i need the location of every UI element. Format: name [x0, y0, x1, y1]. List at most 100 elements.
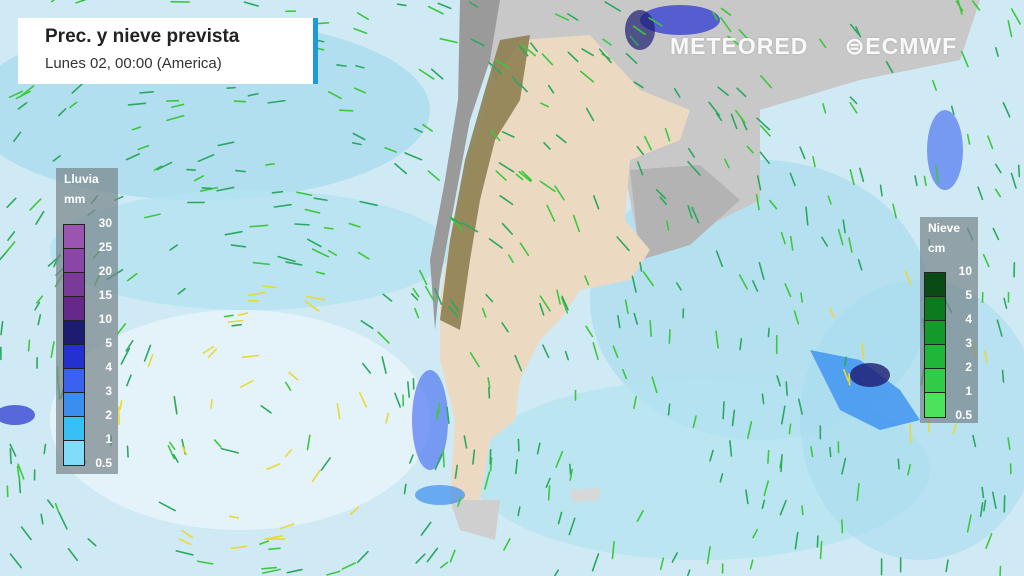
- wind-arrow: [759, 124, 771, 137]
- wind-arrow: [935, 165, 940, 184]
- wind-arrow: [173, 396, 178, 415]
- wind-arrow: [536, 442, 541, 455]
- wind-arrow: [20, 526, 32, 541]
- wind-arrow: [564, 350, 569, 361]
- wind-arrow: [923, 175, 927, 187]
- wind-arrow: [517, 506, 521, 517]
- wind-arrow: [987, 135, 994, 150]
- wind-arrow: [87, 538, 97, 547]
- wind-arrow: [327, 249, 338, 256]
- wind-arrow: [542, 344, 550, 359]
- wind-arrow: [241, 354, 259, 359]
- wind-arrow: [481, 307, 487, 318]
- wind-arrow: [555, 134, 567, 144]
- wind-arrow: [501, 222, 513, 235]
- wind-arrow: [306, 295, 326, 301]
- wind-arrow: [519, 242, 530, 257]
- wind-arrow: [119, 400, 123, 411]
- wind-arrow: [404, 152, 423, 161]
- wind-arrow: [450, 217, 462, 225]
- wind-arrow: [977, 186, 984, 201]
- wind-arrow: [356, 550, 369, 564]
- wind-arrow: [664, 127, 671, 142]
- wind-arrow: [353, 87, 367, 94]
- wind-arrow: [547, 84, 555, 94]
- wind-arrow: [377, 331, 390, 344]
- wind-arrow: [419, 269, 428, 286]
- wind-arrow: [19, 85, 35, 98]
- wind-arrow: [0, 320, 4, 336]
- wind-arrow: [991, 491, 997, 510]
- wind-arrow: [125, 153, 140, 161]
- wind-arrow: [985, 533, 993, 550]
- wind-arrow: [957, 0, 963, 15]
- wind-arrow: [636, 510, 644, 523]
- wind-arrow: [457, 496, 462, 507]
- wind-arrow: [730, 113, 738, 130]
- wind-arrow: [409, 454, 414, 464]
- wind-arrow: [631, 275, 637, 293]
- wind-arrow: [514, 354, 523, 372]
- wind-arrow: [227, 319, 244, 323]
- wind-arrow: [659, 557, 665, 571]
- rain-swatch: [64, 273, 84, 297]
- wind-arrow: [508, 254, 514, 264]
- wind-arrow: [540, 102, 550, 108]
- wind-arrow: [166, 114, 185, 122]
- rain-level-label: 15: [98, 288, 112, 302]
- wind-arrow: [231, 323, 243, 327]
- wind-arrow: [567, 51, 579, 63]
- wind-arrow: [709, 449, 714, 462]
- wind-arrow: [805, 206, 809, 226]
- wind-arrow: [687, 147, 696, 158]
- rain-legend-unit: mm: [64, 192, 86, 206]
- wind-arrow: [761, 499, 766, 510]
- wind-arrow: [284, 381, 292, 391]
- wind-arrow: [434, 453, 443, 471]
- wind-arrow: [470, 38, 485, 47]
- wind-arrow: [116, 323, 127, 335]
- wind-arrow: [642, 271, 654, 287]
- wind-arrow: [156, 161, 173, 171]
- wind-arrow: [359, 200, 378, 207]
- wind-arrow: [178, 538, 192, 546]
- wind-arrow: [1007, 437, 1011, 451]
- wind-arrow: [498, 162, 515, 173]
- wind-arrow: [625, 52, 638, 65]
- wind-arrow: [394, 392, 402, 408]
- wind-arrow: [454, 464, 458, 479]
- wind-arrow: [207, 348, 218, 359]
- wind-arrow: [67, 547, 79, 562]
- wind-arrow: [420, 521, 432, 536]
- wind-arrow: [306, 434, 311, 451]
- wind-arrow: [261, 568, 281, 574]
- rain-swatch: [64, 225, 84, 249]
- wind-arrow: [568, 517, 576, 536]
- wind-arrow: [360, 319, 374, 330]
- wind-arrow: [539, 302, 545, 316]
- wind-arrow: [279, 523, 295, 530]
- wind-arrow: [966, 133, 971, 145]
- rain-level-label: 5: [105, 336, 112, 350]
- wind-arrow: [763, 480, 770, 497]
- wind-arrow: [983, 350, 988, 363]
- wind-arrow: [592, 342, 599, 361]
- wind-arrow: [311, 469, 321, 483]
- wind-arrow: [780, 405, 786, 425]
- wind-arrow: [799, 146, 806, 160]
- wind-arrow: [58, 511, 68, 530]
- wind-arrow: [288, 371, 299, 381]
- wind-arrow: [909, 423, 912, 443]
- wind-arrow: [557, 511, 563, 525]
- rain-swatch: [64, 297, 84, 321]
- wind-arrow: [860, 342, 865, 360]
- wind-arrow: [971, 0, 981, 11]
- wind-arrow: [6, 197, 17, 209]
- wind-arrow: [585, 107, 595, 122]
- wind-arrow: [736, 87, 747, 98]
- wind-arrow: [336, 64, 347, 67]
- wind-arrow: [829, 307, 835, 319]
- wind-arrow: [855, 26, 862, 38]
- wind-arrow: [439, 561, 449, 569]
